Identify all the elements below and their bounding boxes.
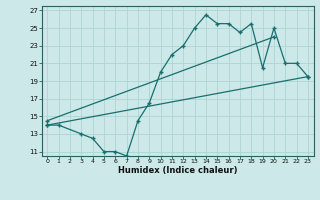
X-axis label: Humidex (Indice chaleur): Humidex (Indice chaleur)	[118, 166, 237, 175]
